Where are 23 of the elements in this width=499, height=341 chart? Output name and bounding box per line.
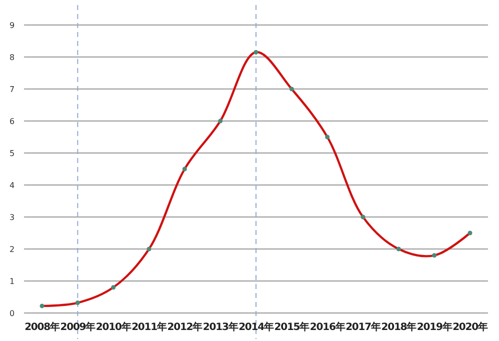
y-tick-label: 5 xyxy=(9,148,15,158)
x-tick-label: 2010年 xyxy=(96,321,132,333)
x-tick-label: 2008年 xyxy=(24,321,60,333)
y-tick-label: 0 xyxy=(9,308,15,318)
x-tick-label: 2014年 xyxy=(238,321,274,333)
x-tick-label: 2012年 xyxy=(167,321,203,333)
y-tick-label: 6 xyxy=(9,116,15,126)
y-tick-label: 8 xyxy=(9,52,15,62)
x-tick-label: 2011年 xyxy=(132,321,168,333)
x-tick-label: 2016年 xyxy=(310,321,346,333)
x-tick-label: 2017年 xyxy=(346,321,382,333)
y-tick-label: 9 xyxy=(9,20,15,30)
x-tick-label: 2015年 xyxy=(274,321,310,333)
y-tick-label: 7 xyxy=(9,84,15,94)
x-tick-label: 2020年 xyxy=(452,321,488,333)
y-tick-label: 2 xyxy=(9,244,15,254)
x-tick-label: 2019年 xyxy=(416,321,452,333)
x-tick-label: 2018年 xyxy=(381,321,417,333)
y-tick-label: 4 xyxy=(9,180,15,190)
x-tick-label: 2013年 xyxy=(202,321,238,333)
y-tick-label: 3 xyxy=(9,212,15,222)
y-tick-label: 1 xyxy=(9,276,15,286)
x-tick-label: 2009年 xyxy=(60,321,96,333)
